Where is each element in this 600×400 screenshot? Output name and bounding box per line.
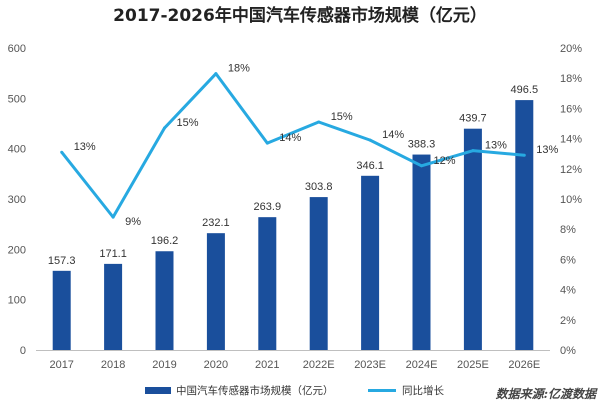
bar: [361, 175, 380, 350]
y-right-tick-label: 2%: [560, 315, 576, 327]
bar-value-label: 196.2: [151, 235, 179, 247]
line-value-label: 14%: [279, 132, 301, 144]
y-right-tick-label: 16%: [560, 103, 582, 115]
line-point: [60, 150, 64, 154]
line-value-label: 13%: [485, 140, 507, 152]
bar-value-label: 263.9: [254, 201, 282, 213]
bar-value-label: 303.8: [305, 181, 333, 193]
line-point: [317, 120, 321, 124]
y-right-tick-label: 0%: [560, 345, 576, 357]
bar-value-label: 157.3: [48, 255, 76, 267]
y-right-tick-label: 4%: [560, 285, 576, 297]
line-point: [522, 153, 526, 157]
data-labels: 157.3 171.1 196.2 232.1 263.9 303.8 346.1 388.3…: [48, 63, 559, 267]
y-left-tick-label: 0: [20, 345, 26, 357]
legend-label-line: 同比增长: [402, 384, 444, 397]
chart-title: 2017-2026年中国汽车传感器市场规模（亿元）: [113, 5, 487, 26]
line-value-label: 18%: [228, 63, 250, 75]
line-value-label: 9%: [125, 216, 141, 228]
bar: [463, 128, 482, 350]
line-point: [163, 126, 166, 130]
bar-value-label: 232.1: [202, 217, 230, 229]
bar: [258, 217, 277, 350]
bar: [309, 197, 328, 350]
y-left-tick-label: 100: [8, 295, 26, 307]
y-left-tick-label: 400: [8, 144, 26, 156]
line-point: [471, 149, 475, 153]
line-point: [420, 164, 423, 168]
x-tick-label: 2024E: [406, 359, 438, 371]
line-value-label: 15%: [177, 117, 199, 129]
x-tick-label: 2026E: [508, 359, 540, 371]
axes: 0 100 200 300 400 500 600 0% 2% 4% 6% 8% 10% 12% 14% 16…: [8, 43, 583, 371]
bar-value-label: 171.1: [99, 248, 127, 260]
bar: [412, 154, 431, 350]
line-value-label: 13%: [74, 141, 96, 153]
x-tick-label: 2018: [101, 359, 125, 371]
line-point: [265, 141, 269, 145]
bar-value-label: 346.1: [356, 160, 384, 172]
growth-line: [60, 72, 525, 219]
y-right-tick-label: 20%: [560, 43, 582, 55]
bar: [155, 251, 174, 350]
legend-swatch-bar: [145, 387, 171, 394]
line-point: [368, 138, 372, 142]
y-right-tick-label: 10%: [560, 194, 582, 206]
line-value-label: 15%: [331, 111, 353, 123]
bar-value-label: 439.7: [459, 113, 487, 125]
y-left-tick-label: 600: [8, 43, 26, 55]
x-tick-label: 2022E: [303, 359, 335, 371]
bar-value-label: 496.5: [511, 84, 539, 96]
y-right-tick-label: 8%: [560, 224, 576, 236]
bar: [515, 100, 534, 350]
line-series: [60, 72, 526, 219]
x-tick-label: 2025E: [457, 359, 489, 371]
legend: 中国汽车传感器市场规模（亿元） 同比增长: [145, 384, 444, 397]
bar-value-label: 388.3: [408, 139, 436, 151]
y-right-tick-label: 12%: [560, 164, 582, 176]
legend-label-bar: 中国汽车传感器市场规模（亿元）: [176, 384, 334, 397]
y-left-tick-label: 300: [8, 194, 26, 206]
bar-series: [52, 100, 534, 350]
y-left-tick-label: 200: [8, 244, 26, 256]
bar: [206, 233, 225, 350]
x-tick-label: 2017: [49, 359, 73, 371]
line-value-label: 14%: [382, 129, 404, 141]
line-point: [214, 72, 218, 76]
x-tick-label: 2019: [152, 359, 176, 371]
x-tick-label: 2023E: [354, 359, 386, 371]
x-tick-label: 2021: [255, 359, 279, 371]
bar: [52, 270, 71, 350]
x-tick-label: 2020: [204, 359, 228, 371]
line-point: [111, 215, 115, 219]
bar: [104, 263, 123, 350]
line-value-label: 12%: [434, 155, 456, 167]
source-note: 数据来源:亿渡数据: [496, 387, 598, 400]
y-right-tick-label: 18%: [560, 73, 582, 85]
line-value-label: 13%: [536, 144, 558, 156]
y-right-tick-label: 14%: [560, 134, 582, 146]
y-right-tick-label: 6%: [560, 254, 576, 266]
y-left-tick-label: 500: [8, 93, 26, 105]
